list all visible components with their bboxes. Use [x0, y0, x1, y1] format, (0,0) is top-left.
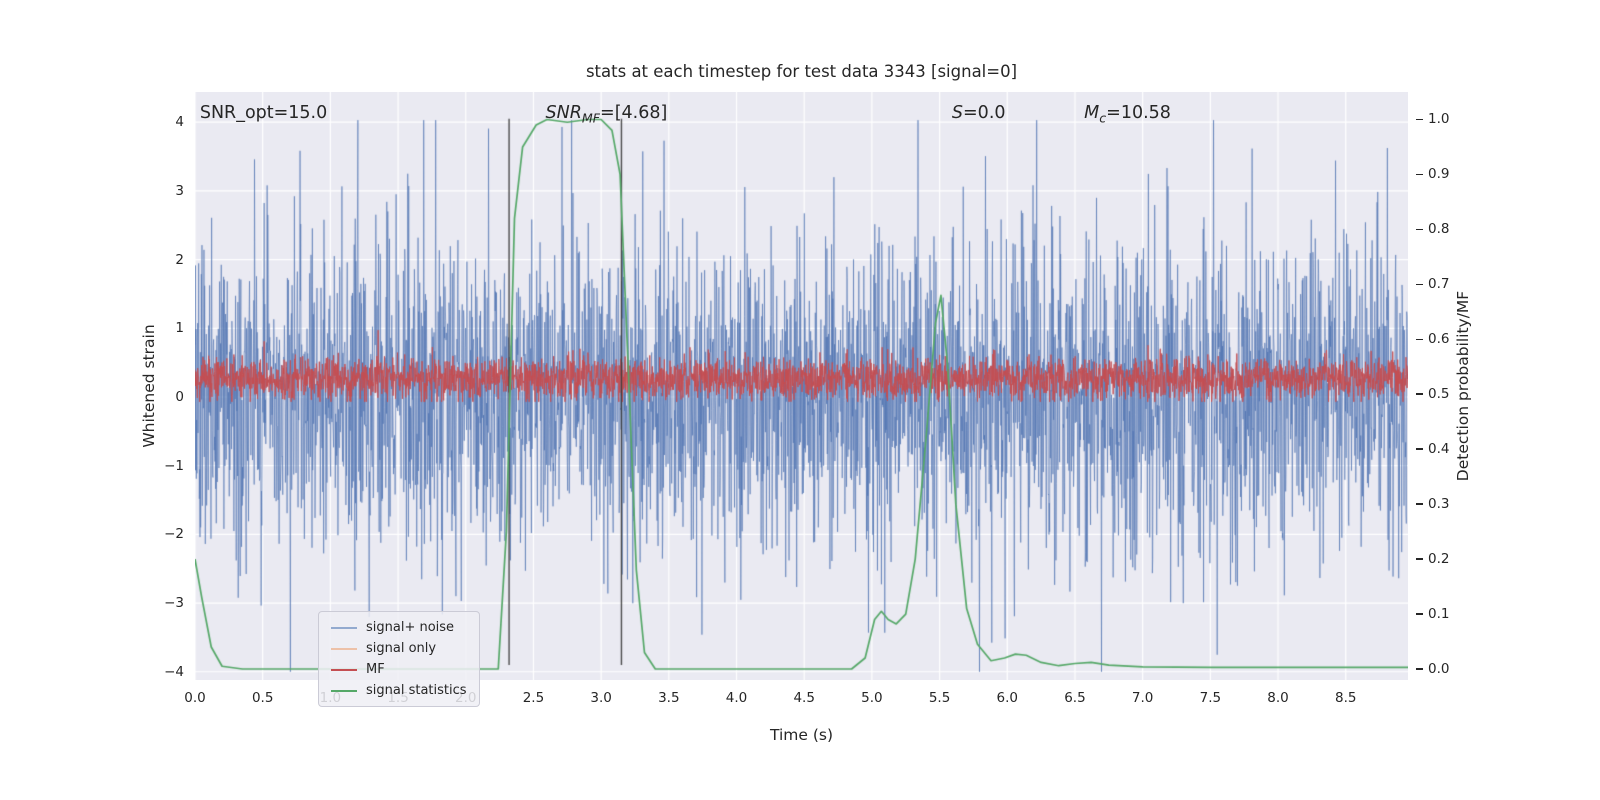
chart-title: stats at each timestep for test data 334… [585, 62, 1018, 81]
x-tick-label: 2.5 [522, 690, 545, 706]
annotation-s-post: =0.0 [963, 103, 1006, 123]
y-left-tick-label: 0 [175, 388, 184, 405]
annotation-snr-mf-sub: MF [581, 110, 601, 126]
y-right-tick: 0.6 [1416, 331, 1449, 347]
y-right-tick: 0.3 [1416, 496, 1449, 512]
y-left-tick-label: 2 [175, 251, 184, 268]
y-left-tick-label: 4 [175, 114, 184, 131]
y-right-tick-label: 0.9 [1428, 166, 1450, 183]
y-right-tick-mark [1416, 173, 1423, 176]
x-tick-label: 6.5 [1064, 690, 1086, 706]
annotation-mc-post: =10.58 [1106, 103, 1171, 123]
legend-label-mf: MF [366, 662, 385, 677]
y-axis-label-left: Whitened strain [140, 324, 158, 448]
y-right-tick-label: 1.0 [1428, 111, 1450, 128]
y-right-tick-label: 0.7 [1428, 276, 1450, 293]
y-right-tick: 1.0 [1416, 111, 1449, 127]
chart-canvas [195, 92, 1408, 680]
y-right-tick-label: 0.8 [1428, 221, 1450, 238]
y-right-tick: 0.5 [1416, 386, 1449, 402]
y-right-tick-mark [1416, 338, 1423, 341]
y-right-tick-mark [1416, 613, 1423, 615]
y-right-tick: 0.7 [1416, 276, 1449, 292]
y-right-tick-label: 0.0 [1428, 661, 1450, 677]
y-left-tick-label: −2 [164, 526, 184, 543]
x-tick-label: 4.0 [725, 690, 748, 706]
x-tick-label: 6.0 [996, 690, 1019, 706]
y-right-tick: 0.4 [1416, 441, 1449, 457]
legend-label-signal-noise: signal+ noise [366, 620, 455, 635]
legend-swatch-signal-noise [331, 626, 357, 629]
annotation-snr-mf-text: SNR [545, 103, 582, 123]
x-tick-label: 0.0 [184, 690, 206, 706]
y-axis-label-right: Detection probability/MF [1454, 290, 1472, 482]
legend-swatch-signal-only [331, 647, 357, 650]
legend-label-signal-statistics: signal statistics [366, 683, 467, 698]
y-right-tick-label: 0.6 [1428, 331, 1450, 348]
legend-item-mf: MF [331, 662, 467, 677]
annotation-snr-mf-post: =[4.68] [600, 103, 668, 123]
y-right-tick-label: 0.1 [1428, 606, 1450, 623]
annotation-s-text: S [951, 103, 964, 123]
y-right-tick-mark [1416, 283, 1423, 286]
y-left-tick-label: 3 [175, 182, 184, 199]
y-right-tick-label: 0.3 [1428, 496, 1450, 513]
legend-item-signal-statistics: signal statistics [331, 683, 467, 698]
y-right-tick-mark [1416, 118, 1423, 121]
x-tick-label: 5.5 [928, 690, 951, 706]
y-right-tick-mark [1416, 448, 1423, 450]
annotation-mc-text: M [1084, 103, 1100, 123]
x-tick-label: 5.0 [861, 690, 883, 706]
legend-swatch-mf [331, 668, 357, 671]
annotation-s-statistic: S=0.0 [952, 103, 1006, 123]
y-right-tick-mark [1416, 558, 1423, 560]
legend-swatch-signal-statistics [331, 689, 357, 692]
y-right-tick: 0.8 [1416, 221, 1449, 237]
y-left-tick-label: −3 [164, 595, 184, 612]
legend-item-signal-noise: signal+ noise [331, 620, 467, 635]
y-left-tick-label: −4 [164, 663, 184, 680]
y-right-tick-mark [1416, 228, 1423, 231]
y-right-tick: 0.1 [1416, 606, 1449, 622]
y-right-tick-mark [1416, 668, 1423, 670]
x-tick-label: 8.0 [1267, 690, 1289, 706]
y-right-tick-label: 0.4 [1428, 441, 1450, 458]
annotation-snr-opt-text: SNR_opt=15.0 [199, 103, 328, 123]
x-tick-label: 0.5 [251, 690, 274, 706]
y-left-tick-label: −1 [164, 457, 184, 474]
x-tick-label: 3.0 [590, 690, 612, 706]
annotation-snr-opt: SNR_opt=15.0 [200, 103, 327, 123]
y-right-tick-label: 0.2 [1428, 551, 1450, 568]
y-right-tick-mark [1416, 503, 1423, 505]
annotation-mc-sub: c [1099, 110, 1107, 126]
y-left-tick-label: 1 [175, 320, 184, 337]
x-axis-label: Time (s) [769, 726, 834, 744]
annotation-chirp-mass: Mc=10.58 [1084, 103, 1171, 126]
x-tick-label: 3.5 [658, 690, 680, 706]
x-tick-label: 7.5 [1199, 690, 1222, 706]
legend: signal+ noise signal only MF signal stat… [318, 611, 480, 707]
legend-item-signal-only: signal only [331, 641, 467, 656]
y-right-tick-mark [1416, 393, 1423, 395]
legend-label-signal-only: signal only [366, 641, 437, 656]
x-tick-label: 7.0 [1131, 690, 1154, 706]
x-tick-label: 8.5 [1334, 690, 1357, 706]
y-right-tick: 0.9 [1416, 166, 1449, 182]
y-right-tick-label: 0.5 [1428, 386, 1450, 403]
annotation-snr-mf: SNRMF=[4.68] [545, 103, 668, 126]
y-right-tick: 0.2 [1416, 551, 1449, 567]
x-tick-label: 4.5 [793, 690, 815, 706]
plot-area: SNR_opt=15.0 SNRMF=[4.68] S=0.0 Mc=10.58… [195, 92, 1408, 707]
y-right-tick: 0.0 [1416, 661, 1449, 677]
